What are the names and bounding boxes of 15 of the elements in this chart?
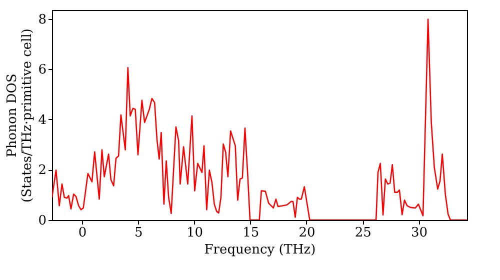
x-tick-label: 5	[134, 226, 143, 240]
x-tick-label: 30	[410, 226, 428, 240]
line-series	[52, 18, 467, 220]
x-tick-label: 25	[354, 226, 372, 240]
y-tick-label: 6	[38, 62, 46, 78]
x-tick-label: 0	[78, 226, 87, 240]
y-tick-label: 2	[38, 163, 46, 178]
x-tick-label: 15	[242, 226, 260, 240]
y-tick-label: 4	[38, 112, 46, 128]
x-tick-label: 20	[298, 226, 316, 240]
x-axis-title: Frequency (THz)	[204, 242, 316, 258]
y-axis-title: Phonon DOS (States/THz·primitive cell)	[5, 28, 36, 203]
y-tick-label: 0	[38, 214, 46, 228]
x-tick-label: 10	[186, 226, 203, 240]
y-tick-label: 8	[38, 12, 46, 28]
